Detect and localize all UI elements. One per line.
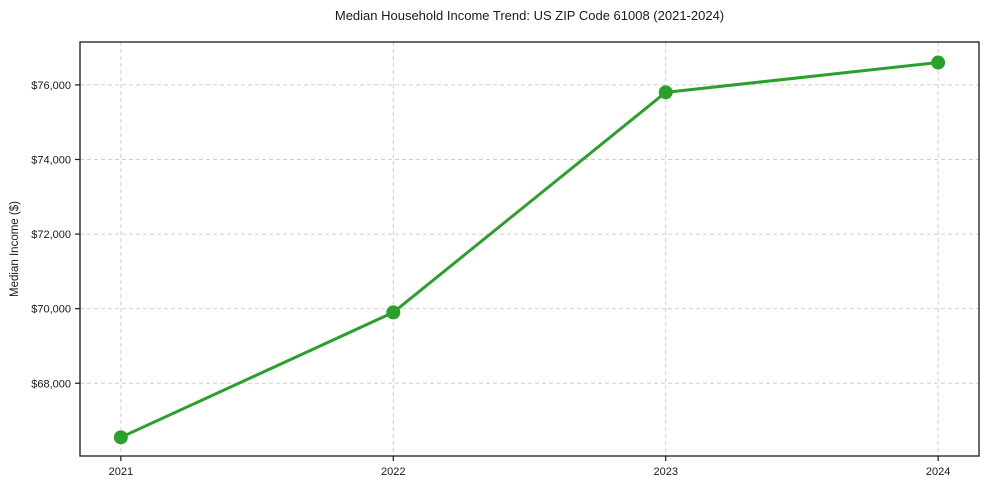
y-tick-label: $72,000	[31, 229, 71, 241]
x-tick-label: 2023	[653, 466, 677, 478]
chart-title: Median Household Income Trend: US ZIP Co…	[334, 8, 725, 23]
data-point-2021	[113, 430, 128, 445]
data-point-2024	[931, 55, 946, 70]
axes-spines	[79, 41, 980, 457]
y-axis-title: Median Income ($)	[9, 201, 21, 297]
x-tick-label: 2021	[109, 466, 133, 478]
trend-line	[119, 61, 940, 439]
y-tick-label: $70,000	[31, 304, 71, 316]
x-tick-label: 2022	[381, 466, 405, 478]
y-tick-label: $74,000	[31, 154, 71, 166]
x-tick-label: 2024	[926, 466, 950, 478]
y-tick-label: $76,000	[31, 80, 71, 92]
data-point-2022	[386, 305, 401, 320]
data-point-2023	[658, 85, 673, 100]
y-tick-label: $68,000	[31, 378, 71, 390]
